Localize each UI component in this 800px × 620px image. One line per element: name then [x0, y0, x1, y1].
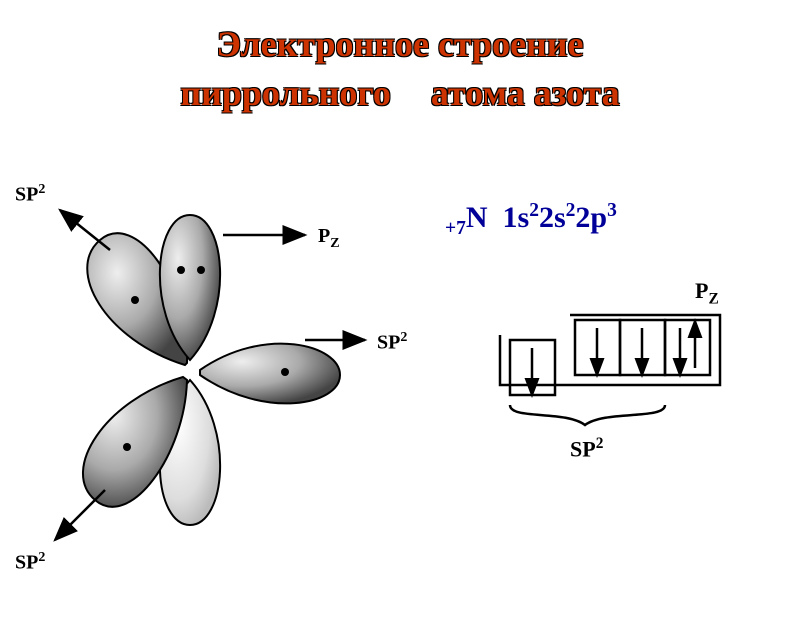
electron-dot [131, 296, 139, 304]
label-pz: PZ [318, 225, 340, 252]
label-sp2-top: SP2 [15, 182, 45, 207]
title-line1: Электронное строение [0, 20, 800, 69]
electron-dot [123, 443, 131, 451]
title-line2a: пиррольного [180, 73, 390, 113]
electron-configuration: +7N 1s22s22p3 [445, 200, 617, 240]
arrow-sp2-bottom [55, 490, 105, 540]
electron-dot [177, 266, 185, 274]
shell-0-l: s [518, 201, 530, 234]
title-line2: пиррольного атома азота [0, 69, 800, 118]
orbital-box-3 [665, 320, 710, 375]
title-block: Электронное строение пиррольного атома аз… [0, 20, 800, 117]
config-charge-sub: +7 [445, 218, 466, 239]
config-element: N [466, 201, 488, 234]
electron-dot [281, 368, 289, 376]
shell-0-n: 1 [503, 201, 518, 234]
electron-dot [197, 266, 205, 274]
label-sp2-bottom: SP2 [15, 550, 45, 575]
box-label-sp2: SP2 [570, 435, 603, 462]
box-diagram [470, 270, 770, 480]
shell-1-e: 2 [566, 200, 576, 221]
brace-sp2 [510, 405, 665, 425]
sp2-lobe-right [200, 344, 340, 404]
shell-0-e: 2 [529, 200, 539, 221]
orbital-diagram [5, 175, 425, 575]
shell-1-l: s [554, 201, 566, 234]
shell-2-n: 2 [575, 201, 590, 234]
shell-2-e: 3 [607, 200, 617, 221]
shell-1-n: 2 [539, 201, 554, 234]
label-sp2-right: SP2 [377, 330, 407, 355]
title-line2b: атома азота [431, 73, 620, 113]
arrow-sp2-top [60, 210, 110, 250]
box-label-pz: PZ [695, 278, 719, 308]
shell-2-l: p [590, 201, 607, 234]
